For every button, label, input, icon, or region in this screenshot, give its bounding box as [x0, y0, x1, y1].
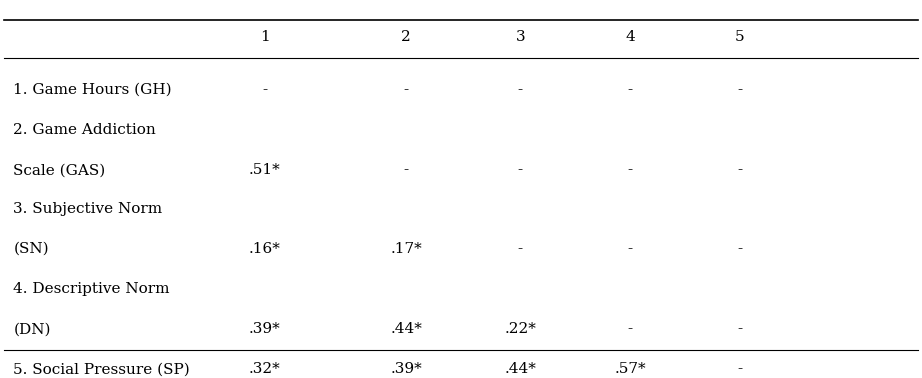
- Text: -: -: [628, 242, 632, 256]
- Text: -: -: [737, 322, 742, 336]
- Text: 4: 4: [625, 30, 635, 44]
- Text: 5. Social Pressure (SP): 5. Social Pressure (SP): [13, 363, 190, 376]
- Text: .39*: .39*: [249, 322, 280, 336]
- Text: -: -: [628, 83, 632, 97]
- Text: (SN): (SN): [13, 242, 49, 256]
- Text: -: -: [404, 163, 408, 177]
- Text: -: -: [737, 83, 742, 97]
- Text: -: -: [518, 83, 523, 97]
- Text: 1. Game Hours (GH): 1. Game Hours (GH): [13, 83, 171, 97]
- Text: .39*: .39*: [390, 363, 422, 376]
- Text: 2: 2: [401, 30, 411, 44]
- Text: Scale (GAS): Scale (GAS): [13, 163, 105, 177]
- Text: .44*: .44*: [390, 322, 422, 336]
- Text: -: -: [737, 363, 742, 376]
- Text: -: -: [262, 83, 267, 97]
- Text: .57*: .57*: [614, 363, 645, 376]
- Text: .17*: .17*: [390, 242, 422, 256]
- Text: -: -: [518, 163, 523, 177]
- Text: 5: 5: [735, 30, 744, 44]
- Text: .16*: .16*: [249, 242, 280, 256]
- Text: 1: 1: [260, 30, 269, 44]
- Text: .51*: .51*: [249, 163, 280, 177]
- Text: -: -: [518, 242, 523, 256]
- Text: 3: 3: [515, 30, 526, 44]
- Text: .44*: .44*: [504, 363, 537, 376]
- Text: 2. Game Addiction: 2. Game Addiction: [13, 123, 156, 137]
- Text: .22*: .22*: [504, 322, 537, 336]
- Text: -: -: [628, 322, 632, 336]
- Text: -: -: [628, 163, 632, 177]
- Text: .32*: .32*: [249, 363, 280, 376]
- Text: 4. Descriptive Norm: 4. Descriptive Norm: [13, 282, 170, 296]
- Text: -: -: [404, 83, 408, 97]
- Text: 3. Subjective Norm: 3. Subjective Norm: [13, 202, 162, 216]
- Text: (DN): (DN): [13, 322, 51, 336]
- Text: -: -: [737, 242, 742, 256]
- Text: -: -: [737, 163, 742, 177]
